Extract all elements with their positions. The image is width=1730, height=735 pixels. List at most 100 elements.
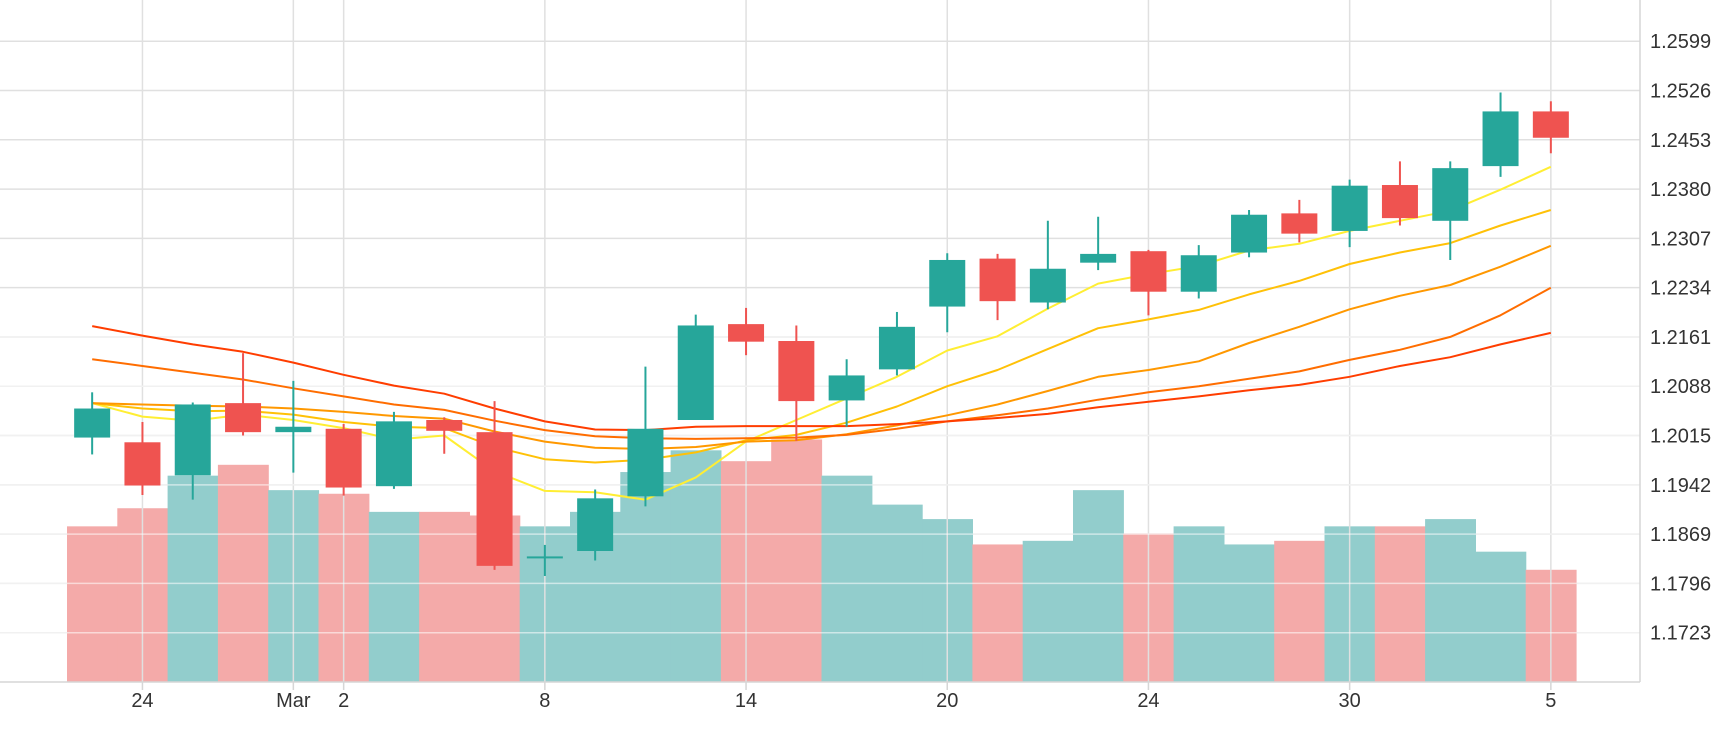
y-tick-label: 1.1869: [1650, 524, 1711, 546]
candle-up: [74, 392, 111, 455]
x-tick-label: 30: [1339, 690, 1361, 712]
y-tick-label: 1.2526: [1650, 80, 1711, 102]
x-tick-label: Mar: [276, 690, 311, 712]
candle-body: [275, 426, 312, 433]
candle-down: [426, 417, 463, 454]
candle-body: [728, 324, 765, 342]
volume-bar: [620, 472, 672, 682]
volume-bar: [771, 439, 823, 682]
candle-body: [476, 432, 513, 566]
ma-line: [92, 286, 1552, 440]
volume-bar: [167, 475, 219, 682]
volume-bar: [368, 511, 420, 682]
y-tick-label: 1.2161: [1650, 327, 1711, 349]
candle-body: [526, 556, 563, 559]
volume-bar: [972, 544, 1024, 682]
candle-up: [1231, 210, 1268, 258]
candle-up: [1482, 92, 1519, 177]
volume-bar: [67, 526, 118, 682]
candle-up: [375, 411, 412, 489]
volume-bar: [1425, 519, 1476, 682]
y-tick-label: 1.1942: [1650, 475, 1711, 497]
ma-line: [92, 325, 1552, 432]
candle-body: [1080, 253, 1117, 263]
candle-up: [1331, 179, 1368, 248]
candle-body: [225, 403, 262, 433]
candle-body: [677, 325, 714, 421]
ma-line: [91, 165, 1552, 501]
candle-down: [1281, 199, 1318, 243]
candle-up: [275, 380, 312, 473]
moving-average-lines: [91, 165, 1552, 501]
volume-bar: [1073, 490, 1124, 682]
candle-body: [828, 375, 865, 401]
y-tick-label: 1.1723: [1650, 623, 1711, 645]
volume-bar: [1374, 526, 1426, 682]
x-tick-label: 2: [338, 690, 349, 712]
x-tick-label: 24: [131, 690, 153, 712]
y-tick-label: 1.2453: [1650, 130, 1711, 152]
y-tick-label: 1.1796: [1650, 573, 1711, 595]
ma-line: [92, 244, 1552, 450]
volume-bar: [1223, 544, 1275, 682]
candle-down: [124, 422, 161, 495]
candle-body: [1381, 185, 1418, 219]
candle-body: [929, 259, 966, 307]
candle-down: [476, 401, 513, 570]
volume-bar: [670, 450, 722, 682]
candle-down: [979, 253, 1016, 321]
candle-up: [174, 402, 211, 500]
vertical-grid-lines: [141, 0, 1552, 682]
candle-body: [1532, 111, 1569, 138]
y-tick-label: 1.2599: [1650, 31, 1711, 53]
candle-down: [728, 307, 765, 356]
volume-bar: [1475, 551, 1527, 682]
candle-up: [828, 359, 865, 427]
ma-line: [92, 209, 1552, 464]
candle-down: [1532, 101, 1569, 154]
axes: [0, 0, 1641, 690]
x-tick-label: 24: [1137, 690, 1159, 712]
candle-body: [627, 428, 664, 497]
candle-up: [929, 253, 966, 333]
volume-bar: [871, 504, 923, 682]
candle-body: [74, 408, 111, 438]
x-tick-label: 5: [1545, 690, 1556, 712]
candle-body: [1281, 213, 1318, 234]
candle-down: [225, 353, 262, 436]
candle-down: [778, 325, 815, 441]
candle-up: [1432, 161, 1469, 260]
candle-body: [778, 341, 815, 402]
y-axis-tick-labels: 1.2599 1.2526 1.2453 1.2380 1.2307 1.2234 1.21…: [1650, 31, 1711, 645]
y-tick-label: 1.2234: [1650, 278, 1711, 300]
y-tick-label: 1.2380: [1650, 179, 1711, 201]
candle-up: [878, 311, 915, 376]
candle-body: [1432, 168, 1469, 221]
candle-down: [325, 424, 362, 496]
candle-up: [526, 544, 563, 576]
candle-body: [1482, 111, 1519, 167]
candle-body: [979, 258, 1016, 302]
volume-bar: [1022, 540, 1074, 682]
candle-body: [426, 420, 463, 431]
candle-up: [1180, 245, 1217, 299]
candle-body: [1130, 251, 1167, 292]
candle-body: [878, 326, 915, 370]
x-axis-tick-labels: 24 Mar 2 8 14 20 24 30 5: [131, 690, 1556, 712]
candle-body: [1180, 255, 1217, 292]
candle-body: [1029, 268, 1066, 303]
volume-bar: [419, 511, 470, 682]
candle-down: [1381, 161, 1418, 226]
candle-body: [174, 404, 211, 476]
candle-up: [1080, 216, 1117, 271]
y-tick-label: 1.2015: [1650, 426, 1711, 448]
x-tick-label: 14: [735, 690, 757, 712]
x-tick-label: 8: [539, 690, 550, 712]
y-tick-label: 1.2088: [1650, 376, 1711, 398]
candles: [74, 92, 1569, 576]
volume-bars: [67, 439, 1577, 682]
candle-body: [375, 421, 412, 487]
candle-up: [577, 489, 614, 561]
